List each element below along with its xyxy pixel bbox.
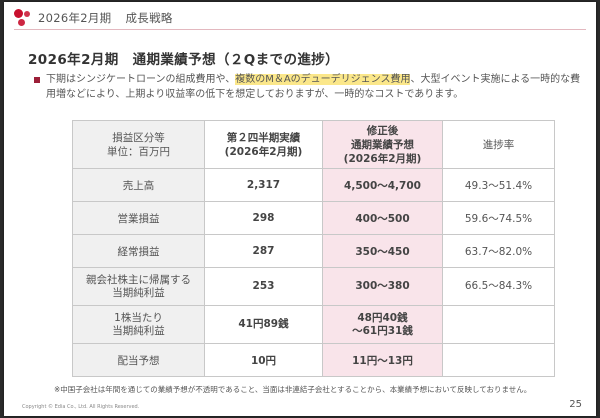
header-progress: 進捗率 [442, 120, 555, 169]
row-label: 営業損益 [72, 201, 205, 235]
row-forecast: 300～380 [322, 267, 443, 306]
row-actual-text: 10円 [250, 354, 277, 367]
row-label: 1株当たり 当期純利益 [72, 305, 205, 344]
row-actual-text: 287 [252, 245, 275, 257]
row-actual: 287 [204, 234, 323, 268]
row-label-text: 1株当たり [114, 311, 163, 324]
copyright: Copyright © Edia Co., Ltd. All Rights Re… [22, 404, 140, 410]
row-actual: 253 [204, 267, 323, 306]
table-row: 1株当たり 当期純利益 41円89銭 48円40銭 ～61円31銭 [72, 305, 555, 344]
row-label: 配当予想 [72, 343, 205, 377]
row-actual-text: 298 [252, 212, 275, 224]
header-forecast: 修正後 通期業績予想 (2026年2月期) [322, 120, 443, 169]
row-forecast-text: 11円～13円 [352, 354, 413, 367]
header-line: (2026年2月期) [343, 152, 422, 165]
row-label-text: 当期純利益 [112, 286, 165, 299]
row-actual-text: 253 [252, 280, 275, 292]
header-line: 損益区分等 [112, 131, 165, 144]
header-period: 2026年2月期 [38, 11, 112, 25]
slide-header: 2026年2月期 成長戦略 [38, 10, 173, 26]
row-forecast: 11円～13円 [322, 343, 443, 377]
header-line: 通期業績予想 [351, 138, 414, 151]
page-number: 25 [569, 399, 582, 410]
note-after: 、大型イベント実施による一時的な費用増などにより、上期より収益率の低下を想定して… [46, 74, 581, 100]
header-actual: 第２四半期実績 (2026年2月期) [204, 120, 323, 169]
row-forecast-text: 4,500～4,700 [344, 179, 421, 192]
row-progress: 49.3～51.4% [442, 168, 555, 202]
table-row: 親会社株主に帰属する 当期純利益 253 300～380 66.5～84.3% [72, 267, 555, 306]
note-highlight: 複数のM＆Aのデューデリジェンス費用 [235, 74, 411, 85]
row-actual: 10円 [204, 343, 323, 377]
header-line: 単位：百万円 [107, 145, 170, 158]
note-before: 下期はシンジケートローンの組成費用や、 [46, 74, 236, 85]
row-progress: 63.7～82.0% [442, 234, 555, 268]
header-line: 進捗率 [482, 138, 515, 151]
row-label-text: 売上高 [122, 179, 155, 192]
row-actual: 298 [204, 201, 323, 235]
row-forecast: 48円40銭 ～61円31銭 [322, 305, 443, 344]
row-actual-text: 41円89銭 [238, 318, 289, 330]
header-line: (2026年2月期) [224, 145, 303, 158]
row-actual-text: 2,317 [246, 179, 281, 191]
row-forecast: 400～500 [322, 201, 443, 235]
row-actual: 2,317 [204, 168, 323, 202]
header-line: 修正後 [366, 124, 399, 137]
footnote: ※中国子会社は年間を通じての業績予想が不透明であること、当面は非連結子会社とする… [54, 385, 532, 394]
row-forecast: 4,500～4,700 [322, 168, 443, 202]
row-forecast-text: 48円40銭 [357, 311, 408, 324]
header-divider [14, 29, 586, 30]
row-label: 経常損益 [72, 234, 205, 268]
row-forecast-text: 350～450 [355, 245, 410, 258]
row-actual: 41円89銭 [204, 305, 323, 344]
company-logo [14, 9, 36, 27]
table-row: 売上高 2,317 4,500～4,700 49.3～51.4% [72, 168, 555, 202]
row-progress [442, 343, 555, 377]
row-forecast: 350～450 [322, 234, 443, 268]
row-label-text: 営業損益 [117, 212, 160, 225]
forecast-table: 損益区分等 単位：百万円 第２四半期実績 (2026年2月期) 修正後 通期業績… [72, 120, 555, 377]
table-row: 配当予想 10円 11円～13円 [72, 343, 555, 377]
note-text: 下期はシンジケートローンの組成費用や、複数のM＆Aのデューデリジェンス費用、大型… [46, 72, 582, 102]
row-label-text: 配当予想 [117, 354, 160, 367]
header-line: 第２四半期実績 [226, 131, 301, 144]
row-label-text: 親会社株主に帰属する [86, 273, 191, 286]
slide: 2026年2月期 成長戦略 2026年2月期 通期業績予想（２Qまでの進捗） 下期… [4, 2, 596, 416]
header-category: 損益区分等 単位：百万円 [72, 120, 205, 169]
row-label-text: 当期純利益 [112, 324, 165, 337]
table-row: 営業損益 298 400～500 59.6～74.5% [72, 201, 555, 235]
row-forecast-text: ～61円31銭 [352, 324, 413, 337]
row-progress: 59.6～74.5% [442, 201, 555, 235]
row-label-text: 経常損益 [117, 245, 160, 258]
slide-title: 2026年2月期 通期業績予想（２Qまでの進捗） [28, 52, 340, 68]
table-row: 経常損益 287 350～450 63.7～82.0% [72, 234, 555, 268]
row-label: 親会社株主に帰属する 当期純利益 [72, 267, 205, 306]
row-forecast-text: 400～500 [355, 212, 410, 225]
row-label: 売上高 [72, 168, 205, 202]
bullet-marker [34, 77, 40, 83]
header-section: 成長戦略 [125, 11, 173, 25]
table-header-row: 損益区分等 単位：百万円 第２四半期実績 (2026年2月期) 修正後 通期業績… [72, 120, 555, 169]
row-progress [442, 305, 555, 344]
row-progress: 66.5～84.3% [442, 267, 555, 306]
row-forecast-text: 300～380 [355, 280, 410, 292]
